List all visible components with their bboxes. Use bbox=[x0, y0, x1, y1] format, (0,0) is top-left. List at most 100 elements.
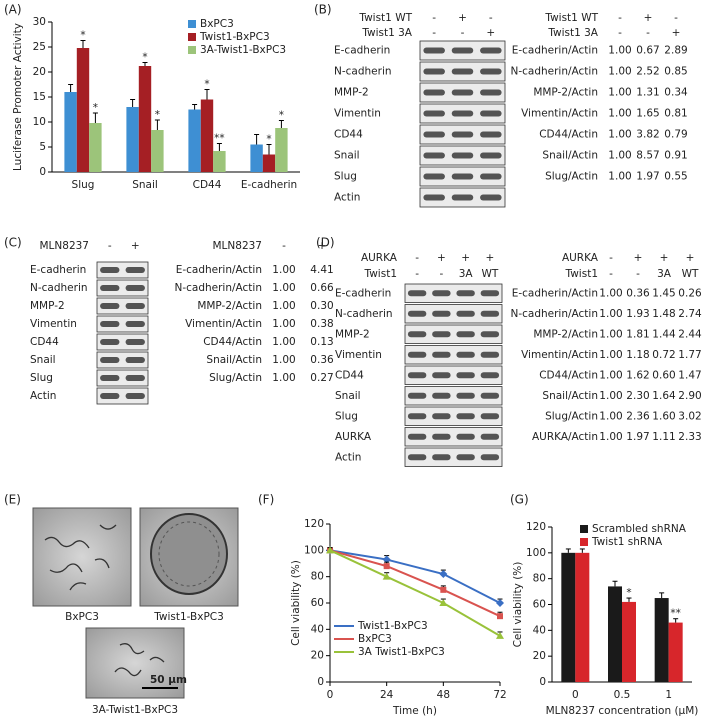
blot-band bbox=[480, 310, 500, 317]
ratio-value: 1.00 bbox=[272, 300, 295, 312]
blot-band bbox=[480, 131, 502, 138]
ratio-value: 1.00 bbox=[599, 308, 622, 320]
blot-band bbox=[480, 68, 502, 75]
x-axis-label: MLN8237 concentration (μM) bbox=[546, 705, 699, 717]
y-tick-label: 100 bbox=[526, 547, 546, 559]
lane-label: + bbox=[461, 252, 470, 264]
blot-strip bbox=[404, 427, 503, 447]
ratio-value: 0.55 bbox=[664, 171, 687, 183]
lane-label: - bbox=[646, 27, 650, 39]
micrograph bbox=[85, 627, 185, 699]
lane-label: - bbox=[439, 268, 443, 280]
blot-band bbox=[407, 392, 427, 399]
marker bbox=[439, 570, 448, 579]
lane-label: + bbox=[318, 240, 327, 252]
y-tick-label: 100 bbox=[304, 544, 324, 556]
ratio-value: 0.36 bbox=[626, 287, 650, 299]
bar bbox=[275, 128, 288, 172]
legend-label: Twist1-BxPC3 bbox=[199, 31, 270, 43]
blot-band bbox=[480, 331, 500, 338]
ratio-value: 2.33 bbox=[678, 431, 701, 443]
ratio-value: 0.91 bbox=[664, 150, 687, 162]
ratio-value: 0.13 bbox=[310, 336, 333, 348]
y-tick-label: 40 bbox=[533, 624, 546, 636]
legend-swatch bbox=[188, 33, 196, 41]
ratio-value: 2.52 bbox=[636, 66, 659, 78]
blot-band bbox=[423, 131, 445, 138]
ratio-label: CD44/Actin bbox=[539, 129, 598, 141]
blot-band bbox=[125, 285, 145, 291]
ratio-value: 2.74 bbox=[678, 308, 702, 320]
lane-label: + bbox=[485, 252, 494, 264]
blot-strip bbox=[404, 447, 503, 467]
blot-band bbox=[456, 413, 475, 420]
blot-band bbox=[480, 290, 500, 297]
y-tick-label: 5 bbox=[39, 141, 46, 153]
marker bbox=[440, 586, 447, 593]
legend-label: BxPC3 bbox=[200, 18, 234, 30]
condition-label: Twist1 bbox=[364, 268, 397, 280]
x-tick-label: CD44 bbox=[193, 179, 222, 191]
ratio-value: 1.00 bbox=[608, 66, 631, 78]
lane-label: - bbox=[609, 268, 613, 280]
blot-band bbox=[125, 321, 145, 327]
ratio-value: 1.00 bbox=[272, 318, 295, 330]
micrograph bbox=[32, 507, 132, 607]
blot-band bbox=[407, 351, 427, 358]
blot-strip bbox=[96, 279, 149, 297]
ratio-label: MMP-2/Actin bbox=[197, 300, 262, 312]
blot-band bbox=[432, 351, 451, 358]
ratio-value: 1.00 bbox=[272, 336, 295, 348]
blot-band bbox=[423, 152, 445, 159]
protein-label: N-cadherin bbox=[335, 308, 393, 320]
blot-strip bbox=[96, 261, 149, 279]
condition-label: Twist1 3A bbox=[547, 27, 598, 39]
y-tick-label: 20 bbox=[311, 650, 324, 662]
blot-band bbox=[480, 392, 500, 399]
lane-label: - bbox=[674, 12, 678, 24]
lane-label: + bbox=[437, 252, 446, 264]
ratio-value: 3.82 bbox=[636, 129, 659, 141]
blot-band bbox=[100, 303, 120, 309]
blot-strip bbox=[96, 351, 149, 369]
ratio-value: 0.27 bbox=[310, 372, 333, 384]
blot-band bbox=[125, 267, 145, 273]
legend-label: BxPC3 bbox=[358, 633, 392, 645]
ratio-value: 0.79 bbox=[664, 129, 687, 141]
lane-label: - bbox=[618, 27, 622, 39]
ratio-value: 2.44 bbox=[678, 328, 702, 340]
ratio-value: 0.72 bbox=[652, 349, 675, 361]
significance-mark: * bbox=[93, 102, 98, 114]
blot-band bbox=[432, 310, 451, 317]
y-tick-label: 20 bbox=[533, 650, 546, 662]
significance-mark: * bbox=[204, 79, 209, 91]
blot-band bbox=[480, 194, 502, 201]
blot-band bbox=[423, 194, 445, 201]
lane-label: + bbox=[660, 252, 669, 264]
protein-label: Vimentin bbox=[335, 349, 382, 361]
ratio-value: 1.81 bbox=[626, 328, 649, 340]
blot-band bbox=[480, 413, 500, 420]
blot-band bbox=[125, 375, 145, 381]
lane-label: - bbox=[432, 12, 436, 24]
protein-label: CD44 bbox=[334, 129, 363, 141]
lane-label: - bbox=[415, 268, 419, 280]
ratio-value: 2.89 bbox=[664, 45, 687, 57]
cells bbox=[44, 524, 117, 591]
protein-label: CD44 bbox=[335, 369, 364, 381]
y-tick-label: 60 bbox=[533, 599, 546, 611]
blot-strip bbox=[404, 283, 503, 303]
marker bbox=[383, 563, 390, 570]
ratio-value: 1.97 bbox=[626, 431, 649, 443]
lane-label: - bbox=[489, 12, 493, 24]
blot-band bbox=[480, 173, 502, 180]
ratio-label: Snail/Actin bbox=[542, 390, 598, 402]
protein-label: Slug bbox=[30, 372, 53, 384]
blot-band bbox=[456, 310, 475, 317]
blot-band bbox=[456, 351, 475, 358]
y-tick-label: 10 bbox=[33, 116, 46, 128]
y-tick-label: 80 bbox=[533, 573, 546, 585]
bar bbox=[622, 601, 636, 682]
y-tick-label: 0 bbox=[317, 676, 324, 688]
